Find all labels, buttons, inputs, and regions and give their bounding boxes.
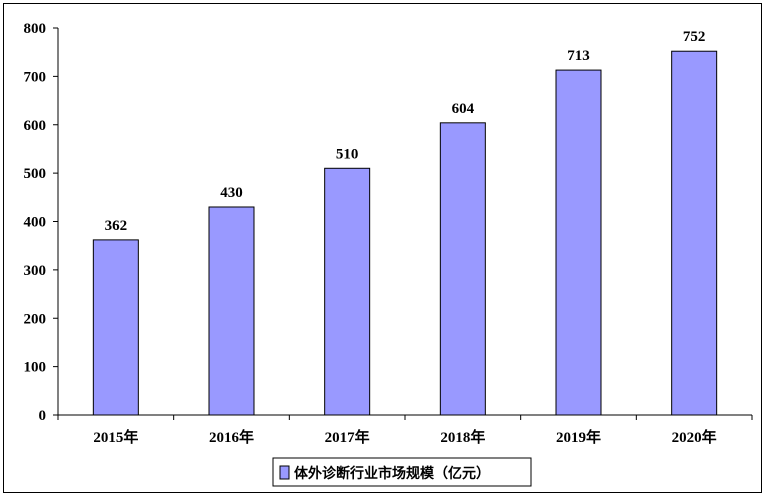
x-tick-label: 2020年	[672, 428, 717, 446]
y-tick-label: 800	[24, 21, 47, 37]
data-label: 362	[105, 218, 128, 234]
data-label: 430	[220, 185, 243, 201]
y-tick-label: 300	[24, 263, 47, 279]
legend-box	[272, 457, 532, 487]
data-label: 752	[683, 29, 706, 45]
x-tick-label: 2017年	[325, 428, 370, 446]
y-tick-label: 500	[24, 166, 47, 182]
y-tick-label: 600	[24, 118, 47, 134]
legend-swatch	[279, 465, 290, 480]
y-tick-label: 0	[39, 408, 47, 424]
x-axis: 2015年 2016年 2017年 2018年 2019年 2020年	[57, 414, 753, 446]
y-tick-label: 100	[24, 360, 47, 376]
y-axis: 0 100 200 300 400 500 600 700 800	[24, 21, 59, 424]
legend-label: 体外诊断行业市场规模（亿元）	[294, 465, 490, 482]
bar	[208, 206, 255, 416]
y-tick-label: 400	[24, 215, 47, 231]
legend: 体外诊断行业市场规模（亿元）	[272, 457, 532, 487]
data-label: 713	[567, 48, 590, 64]
bar	[324, 167, 371, 416]
x-tick-label: 2016年	[209, 428, 254, 446]
x-tick-label: 2019年	[556, 428, 601, 446]
bar	[92, 239, 139, 416]
bar	[671, 50, 718, 416]
y-tick-label: 700	[24, 69, 47, 85]
data-labels: 362 430 510 604 713 752	[105, 29, 706, 234]
x-tick-label: 2018年	[440, 428, 485, 446]
x-tick-label: 2015年	[93, 428, 138, 446]
bars	[92, 50, 718, 416]
data-label: 510	[336, 146, 359, 162]
bar	[555, 69, 602, 416]
y-tick-label: 200	[24, 311, 47, 327]
data-label: 604	[452, 101, 475, 117]
bar	[439, 122, 486, 416]
